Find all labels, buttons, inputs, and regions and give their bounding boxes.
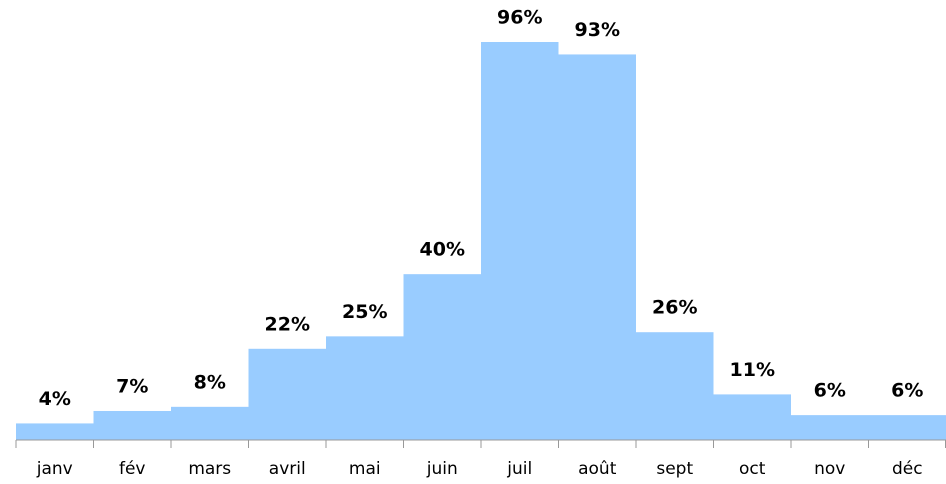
value-label: 6%: [891, 380, 923, 402]
x-tick-label: juin: [426, 459, 458, 479]
value-label: 6%: [814, 380, 846, 402]
x-tick-label: déc: [892, 459, 923, 479]
value-label: 25%: [342, 301, 387, 323]
value-label: 11%: [730, 359, 775, 381]
x-tick-label: nov: [814, 459, 845, 479]
value-label: 93%: [575, 19, 620, 41]
bar: [713, 394, 791, 440]
bar: [558, 54, 636, 440]
bar: [868, 415, 946, 440]
x-tick-label: fév: [119, 459, 146, 479]
bar: [326, 336, 404, 440]
value-label: 26%: [652, 297, 697, 319]
value-label: 4%: [39, 388, 71, 410]
x-tick-label: sept: [656, 459, 693, 479]
bar: [791, 415, 869, 440]
x-tick-label: avril: [269, 459, 306, 479]
value-label: 7%: [116, 375, 148, 397]
value-label: 96%: [497, 7, 542, 29]
bar: [481, 42, 559, 440]
x-tick-label: août: [578, 459, 617, 479]
bar: [171, 406, 249, 440]
bar: [636, 332, 714, 440]
bar: [16, 423, 94, 440]
bar: [248, 348, 326, 440]
x-tick-label: mai: [349, 459, 381, 479]
value-label: 8%: [194, 371, 226, 393]
value-label: 22%: [265, 313, 310, 335]
x-tick-label: juil: [506, 459, 532, 479]
x-tick-label: janv: [36, 459, 73, 479]
x-tick-label: oct: [739, 459, 766, 479]
bar: [403, 274, 481, 440]
x-tick-label: mars: [188, 459, 231, 479]
bar: [93, 410, 171, 440]
value-label: 40%: [420, 239, 465, 261]
